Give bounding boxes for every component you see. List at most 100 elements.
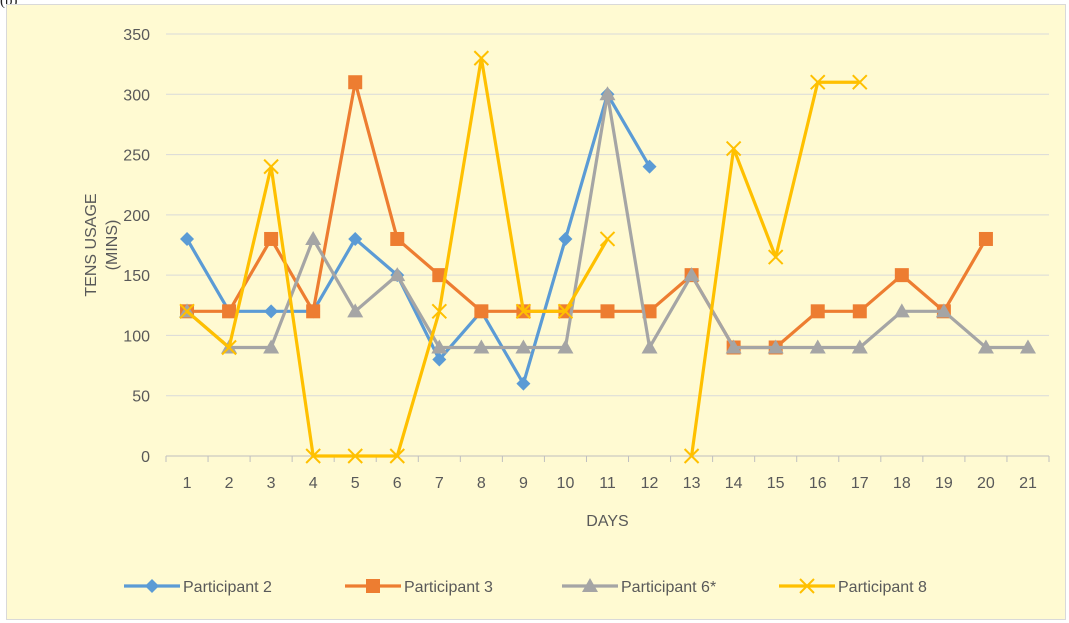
x-tick-label: 9 <box>519 475 528 492</box>
data-point <box>599 231 616 247</box>
data-point <box>725 339 742 354</box>
data-point <box>432 268 447 283</box>
data-point <box>810 304 825 319</box>
y-tick-label: 350 <box>123 27 150 44</box>
data-point <box>264 304 279 319</box>
legend-item: Participant 6* <box>562 578 716 596</box>
data-point <box>557 339 574 354</box>
y-tick-label: 150 <box>123 268 150 285</box>
data-point <box>599 86 616 101</box>
legend-marker <box>366 579 380 593</box>
series-group <box>179 50 1036 464</box>
data-point <box>431 303 448 320</box>
y-axis-ticks: 0 50 100 150 200 250 300 350 <box>123 27 150 466</box>
data-point <box>474 304 489 319</box>
data-point <box>222 304 237 319</box>
legend: Participant 2 Participant 3 Participant 6*… <box>124 578 927 596</box>
x-tick-label: 15 <box>767 475 785 492</box>
x-tick-label: 14 <box>725 475 743 492</box>
x-tick-label: 4 <box>309 475 318 492</box>
legend-item: Participant 8 <box>779 578 927 596</box>
data-point <box>809 339 826 354</box>
data-point <box>306 304 321 319</box>
series-line <box>185 56 609 458</box>
y-tick-label: 250 <box>123 148 150 165</box>
data-point <box>642 304 657 319</box>
data-point <box>852 304 867 319</box>
data-point <box>642 159 657 174</box>
series-4 <box>179 50 868 464</box>
data-point <box>431 339 448 354</box>
x-tick-label: 11 <box>599 475 616 492</box>
data-point <box>179 303 195 320</box>
x-tick-label: 19 <box>935 475 953 492</box>
x-axis-title: DAYS <box>586 513 628 530</box>
data-point <box>935 303 952 318</box>
x-axis-ticks: 1 2 3 4 5 6 7 8 9 10 11 12 13 14 15 16 17 18 19 20 21 <box>183 475 1037 492</box>
x-tick-label: 13 <box>683 475 701 492</box>
data-point <box>305 230 322 245</box>
x-tick-label: 5 <box>351 475 360 492</box>
data-point <box>767 339 784 354</box>
y-tick-label: 0 <box>141 449 150 466</box>
legend-marker <box>145 579 159 593</box>
data-point <box>851 339 868 354</box>
legend-item: Participant 3 <box>345 579 493 596</box>
data-point <box>767 249 784 265</box>
data-point <box>432 352 447 367</box>
data-point <box>557 303 574 320</box>
data-point <box>978 231 993 246</box>
data-point <box>264 231 279 246</box>
data-point <box>348 231 363 246</box>
data-point <box>389 267 406 282</box>
data-point <box>725 140 742 157</box>
data-point <box>389 448 405 464</box>
x-tick-label: 8 <box>477 475 486 492</box>
y-tick-label: 200 <box>123 208 150 225</box>
data-point <box>390 231 405 246</box>
x-tick-label: 10 <box>557 475 575 492</box>
data-point <box>515 339 532 354</box>
legend-label: Participant 3 <box>404 579 493 596</box>
data-point <box>683 448 700 464</box>
series-line <box>185 92 651 386</box>
data-point <box>893 303 910 318</box>
data-point <box>347 303 364 318</box>
x-tick-label: 7 <box>435 475 444 492</box>
y-tick-label: 50 <box>132 389 150 406</box>
data-point <box>180 231 195 246</box>
data-point <box>348 75 363 90</box>
y-axis-title-line-1: TENS USAGE <box>83 193 100 296</box>
data-point <box>221 339 237 356</box>
x-tick-label: 3 <box>267 475 276 492</box>
x-tick-label: 6 <box>393 475 402 492</box>
data-point <box>558 231 573 246</box>
data-point <box>1019 339 1036 354</box>
x-tick-label: 20 <box>977 475 995 492</box>
y-axis-title-line-2: (MINS) <box>104 220 121 271</box>
x-axis <box>165 455 1050 462</box>
x-tick-label: 2 <box>225 475 234 492</box>
x-tick-label: 12 <box>641 475 659 492</box>
data-point <box>977 339 994 354</box>
y-tick-label: 300 <box>123 87 150 104</box>
legend-item: Participant 2 <box>124 579 272 596</box>
legend-marker <box>799 578 815 594</box>
data-point <box>263 339 280 354</box>
legend-label: Participant 6* <box>621 579 716 596</box>
data-point <box>263 158 279 175</box>
data-point <box>516 376 531 391</box>
legend-label: Participant 2 <box>183 579 272 596</box>
data-point <box>600 304 615 319</box>
x-tick-label: 21 <box>1019 475 1037 492</box>
data-point <box>810 74 826 90</box>
x-tick-label: 16 <box>809 475 827 492</box>
y-tick-label: 100 <box>123 328 150 345</box>
data-point <box>894 268 909 283</box>
series-line <box>187 80 988 350</box>
data-point <box>641 339 658 354</box>
data-point <box>473 339 490 354</box>
data-point <box>515 303 532 320</box>
data-point <box>473 50 490 66</box>
